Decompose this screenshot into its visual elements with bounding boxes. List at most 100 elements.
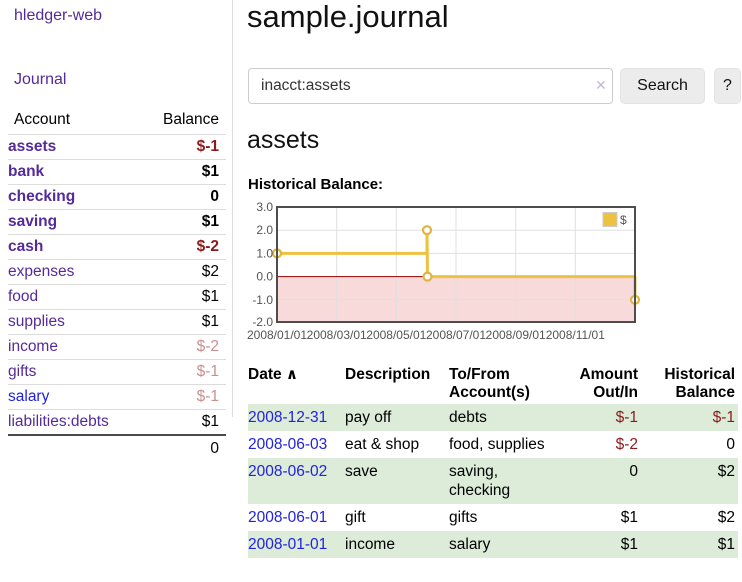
search-form: ✕ Search ? <box>248 68 742 104</box>
account-balance: $-1 <box>137 359 226 385</box>
transaction-accounts: food, supplies <box>449 436 545 453</box>
sidebar-divider <box>232 0 233 417</box>
svg-text:2008/05/01: 2008/05/01 <box>366 328 426 342</box>
search-input[interactable] <box>248 68 613 104</box>
transaction-balance: 0 <box>726 436 735 453</box>
search-button[interactable]: Search <box>620 68 705 104</box>
transaction-amount: $1 <box>620 509 638 526</box>
account-heading: assets <box>247 126 320 154</box>
account-balance: $-1 <box>137 384 226 410</box>
accounts-header-balance: Balance <box>137 106 226 135</box>
register-row[interactable]: 2008-06-02 save saving, checking 0 $2 <box>248 458 738 504</box>
chart-canvas: $ 3.0 2.0 1.0 0.0 -1.0 -2.0 2008/01/01 2… <box>247 200 641 342</box>
account-balance: $1 <box>137 159 226 185</box>
transaction-date-link[interactable]: 2008-06-03 <box>248 436 328 453</box>
svg-text:2008/09/01: 2008/09/01 <box>486 328 546 342</box>
transaction-accounts: gifts <box>449 509 478 526</box>
account-row-assets: assets $-1 <box>8 135 226 160</box>
account-balance: $-2 <box>137 334 226 360</box>
account-row-gifts: gifts $-1 <box>8 359 226 385</box>
transaction-balance: $2 <box>641 458 738 504</box>
register-header-amount: Amount Out/In <box>579 366 638 401</box>
svg-text:2.0: 2.0 <box>256 223 273 237</box>
transaction-amount: 0 <box>561 458 641 504</box>
transaction-description: income <box>345 531 449 558</box>
account-link-assets[interactable]: assets <box>8 138 57 155</box>
account-balance: $1 <box>137 209 226 235</box>
register-row[interactable]: 2008-01-01 income salary $1 $1 <box>248 531 738 558</box>
svg-text:-1.0: -1.0 <box>252 293 273 307</box>
help-button[interactable]: ? <box>714 68 741 104</box>
register-row[interactable]: 2008-06-03 eat & shop food, supplies $-2… <box>248 431 738 458</box>
account-link-income[interactable]: income <box>8 338 58 355</box>
transaction-accounts: salary <box>449 531 561 558</box>
accounts-table: Account Balance assets $-1 bank $1 check… <box>8 106 226 461</box>
account-link-checking[interactable]: checking <box>8 188 76 205</box>
svg-text:-2.0: -2.0 <box>252 315 273 329</box>
accounts-header-account: Account <box>8 106 138 135</box>
svg-text:2008/07/01: 2008/07/01 <box>426 328 486 342</box>
transaction-description: pay off <box>345 404 449 431</box>
accounts-header-row: Account Balance <box>8 106 226 135</box>
svg-text:2008/03/01: 2008/03/01 <box>307 328 367 342</box>
account-balance: $-1 <box>196 138 219 155</box>
transaction-date-link[interactable]: 2008-01-01 <box>248 536 328 553</box>
account-link-food[interactable]: food <box>8 288 39 305</box>
account-link-liabilities-debts[interactable]: liabilities:debts <box>8 413 109 430</box>
register-header-balance: Historical Balance <box>664 366 735 401</box>
register-header-row: Date ∧ Description To/From Account(s) Am… <box>248 366 738 404</box>
register-row[interactable]: 2008-06-01 gift gifts $1 $2 <box>248 504 738 531</box>
transaction-accounts: debts <box>449 404 561 431</box>
account-row-liabilities-debts: liabilities:debts $1 <box>8 409 226 435</box>
y-axis-tick-labels: 3.0 2.0 1.0 0.0 -1.0 -2.0 <box>252 200 273 329</box>
svg-text:0.0: 0.0 <box>256 270 273 284</box>
historical-balance-label: Historical Balance: <box>248 176 384 193</box>
account-row-saving: saving $1 <box>8 209 226 235</box>
register-table: Date ∧ Description To/From Account(s) Am… <box>248 366 738 558</box>
account-balance: 0 <box>137 184 226 210</box>
transaction-balance: $-1 <box>641 404 738 431</box>
sidebar-item-journal[interactable]: Journal <box>14 71 67 88</box>
sort-asc-icon: ∧ <box>285 366 298 383</box>
register-row[interactable]: 2008-12-31 pay off debts $-1 $-1 <box>248 404 738 431</box>
transaction-amount: $-2 <box>615 436 638 453</box>
transaction-date-link[interactable]: 2008-06-02 <box>248 463 328 480</box>
transaction-date-link[interactable]: 2008-12-31 <box>248 409 328 426</box>
account-link-cash[interactable]: cash <box>8 238 44 255</box>
account-link-saving[interactable]: saving <box>8 213 58 230</box>
account-balance: $-2 <box>137 234 226 260</box>
legend-swatch <box>602 212 618 227</box>
brand-link[interactable]: hledger-web <box>14 7 103 24</box>
account-balance: $1 <box>137 309 226 335</box>
account-row-supplies: supplies $1 <box>8 309 226 335</box>
x-axis-tick-labels: 2008/01/01 2008/03/01 2008/05/01 2008/07… <box>247 328 605 342</box>
clear-search-icon[interactable]: ✕ <box>595 77 607 93</box>
register-header-accounts: To/From Account(s) <box>449 366 530 401</box>
account-row-expenses: expenses $2 <box>8 259 226 285</box>
account-link-supplies[interactable]: supplies <box>8 313 65 330</box>
page-title: sample.journal <box>247 0 449 34</box>
accounts-total-value: 0 <box>137 434 226 461</box>
svg-text:3.0: 3.0 <box>256 200 273 214</box>
transaction-date-link[interactable]: 2008-06-01 <box>248 509 328 526</box>
account-row-cash: cash $-2 <box>8 234 226 260</box>
transaction-description: save <box>345 458 449 504</box>
account-link-bank[interactable]: bank <box>8 163 45 180</box>
chart-legend: $ <box>600 210 631 229</box>
account-row-food: food $1 <box>8 284 226 310</box>
account-link-expenses[interactable]: expenses <box>8 263 75 280</box>
transaction-amount: $1 <box>561 531 641 558</box>
transaction-balance: $1 <box>641 531 738 558</box>
accounts-total-row: 0 <box>8 434 226 461</box>
plot-border <box>276 206 636 323</box>
register-header-date[interactable]: Date ∧ <box>248 366 298 383</box>
svg-text:2008/11/01: 2008/11/01 <box>546 328 605 342</box>
transaction-description: eat & shop <box>345 436 420 453</box>
account-link-salary[interactable]: salary <box>8 388 50 405</box>
legend-label: $ <box>620 213 627 227</box>
account-balance: $1 <box>137 284 226 310</box>
register-header-description: Description <box>345 366 431 383</box>
transaction-amount: $-1 <box>561 404 641 431</box>
svg-text:2008/01/01: 2008/01/01 <box>247 328 307 342</box>
account-link-gifts[interactable]: gifts <box>8 363 37 380</box>
